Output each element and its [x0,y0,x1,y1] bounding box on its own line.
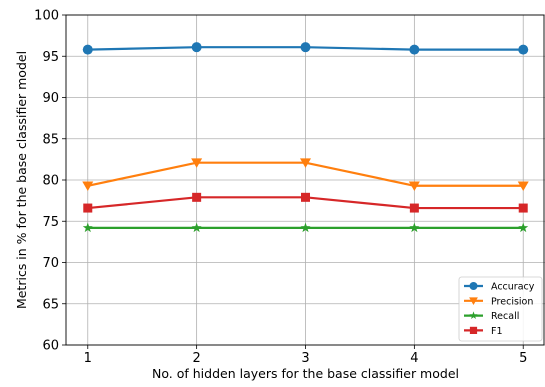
legend: Accuracy Precision Recall F1 [458,276,543,342]
data-point-f1 [192,192,202,202]
y-tick-label: 80 [42,174,59,189]
y-tick-label: 95 [42,50,59,65]
series-precision [82,158,529,192]
x-axis-label: No. of hidden layers for the base classi… [152,366,459,381]
y-tick-label: 70 [42,256,59,271]
data-point-f1 [518,203,528,213]
x-tick-label: 2 [192,351,200,366]
y-tick-label: 65 [42,297,59,312]
x-tick-label: 3 [301,351,309,366]
series-group [82,42,529,233]
data-point-recall [82,222,93,233]
legend-label-f1: F1 [491,326,503,337]
series-accuracy [82,42,529,55]
legend-marker-accuracy [469,282,478,290]
data-point-accuracy [518,44,529,55]
plot-frame [65,14,545,346]
data-point-f1 [409,203,419,213]
data-point-accuracy [300,42,311,53]
data-point-recall [300,222,311,233]
data-point-recall [518,222,529,233]
y-tick-label: 85 [42,132,59,147]
data-point-f1 [83,203,93,213]
legend-box [458,276,543,342]
x-tick-label: 5 [519,351,527,366]
legend-label-recall: Recall [491,311,519,322]
legend-label-precision: Precision [491,296,533,307]
data-point-accuracy [191,42,202,53]
data-point-precision [191,158,203,168]
legend-marker-recall [469,311,478,319]
legend-label-accuracy: Accuracy [491,282,535,293]
series-recall [82,222,529,233]
y-axis-ticks: 60 65 70 75 80 85 90 95 100 [34,9,66,354]
legend-marker-f1 [469,326,478,334]
x-tick-label: 1 [84,351,92,366]
data-point-precision [300,158,311,168]
data-point-accuracy [409,44,420,55]
y-axis-label: Metrics in % for the base classifier mod… [14,51,29,309]
legend-marker-precision [469,297,478,305]
x-tick-label: 4 [410,351,418,366]
y-tick-label: 75 [42,215,59,230]
data-point-recall [191,222,202,233]
data-point-recall [409,222,420,233]
y-tick-label: 90 [42,91,59,106]
y-tick-label: 60 [42,339,59,354]
data-point-accuracy [82,44,93,55]
data-point-precision [82,181,94,192]
y-tick-label: 100 [34,9,59,24]
x-axis-ticks: 1 2 3 4 5 [84,345,527,366]
data-point-f1 [301,192,310,202]
series-f1 [83,192,528,213]
data-point-precision [408,181,420,192]
data-point-precision [517,181,529,192]
